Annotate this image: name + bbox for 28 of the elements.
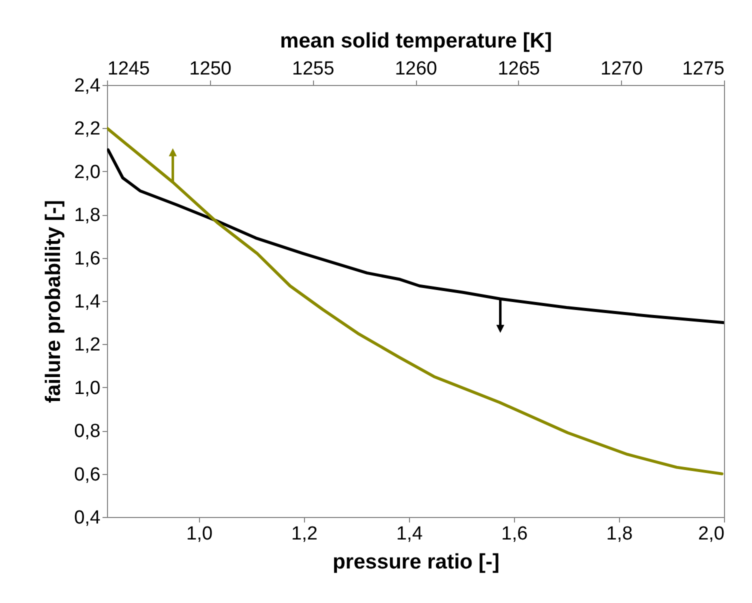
y-tick-label: 1,2 xyxy=(74,334,100,356)
x-tick-label: 2,0 xyxy=(698,524,724,544)
y-tick-label: 2,4 xyxy=(74,76,101,96)
y-axis-title: failure probability [-] xyxy=(42,200,66,404)
y-tick-label: 0,6 xyxy=(74,464,100,486)
y-tick-label: 2,2 xyxy=(74,118,100,140)
line-series xyxy=(107,148,724,324)
x-tick-label: 1,2 xyxy=(291,524,318,544)
x2-tick-label: 1255 xyxy=(292,58,334,80)
x-tick-label: 1,8 xyxy=(606,524,633,544)
x2-tick-label: 1275 xyxy=(682,58,724,80)
x2-tick-label: 1245 xyxy=(108,58,150,80)
y-tick-label: 1,4 xyxy=(74,292,101,312)
x2-tick-label: 1250 xyxy=(189,58,232,80)
y-tick-label: 1,6 xyxy=(74,248,100,270)
y-tick-label: 2,0 xyxy=(74,162,100,183)
y-tick-label: 1,0 xyxy=(74,378,100,399)
y-tick-label: 0,4 xyxy=(74,508,101,528)
x2-tick-label: 1260 xyxy=(394,58,438,80)
x-tick-label: 1,6 xyxy=(501,524,528,544)
x-tick-label: 1,4 xyxy=(396,524,424,544)
x2-axis-title: mean solid temperature [K] xyxy=(280,30,552,52)
x-tick-label: 1,0 xyxy=(186,524,213,544)
y-tick-label: 1,8 xyxy=(74,205,100,226)
y-tick-label: 0,8 xyxy=(74,421,100,442)
x2-tick-label: 1265 xyxy=(498,58,540,80)
x-axis-title: pressure ratio [-] xyxy=(332,550,500,574)
x2-tick-label: 1270 xyxy=(600,58,643,80)
